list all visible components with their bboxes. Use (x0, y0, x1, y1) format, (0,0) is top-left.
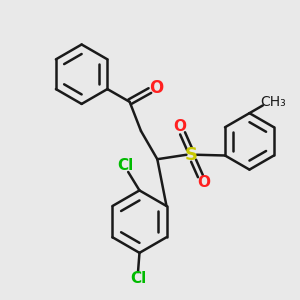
Text: Cl: Cl (130, 271, 146, 286)
Text: Cl: Cl (118, 158, 134, 173)
Text: O: O (149, 79, 164, 97)
Text: S: S (185, 146, 198, 164)
Text: O: O (173, 119, 186, 134)
Text: O: O (197, 175, 210, 190)
Text: CH₃: CH₃ (260, 95, 286, 109)
